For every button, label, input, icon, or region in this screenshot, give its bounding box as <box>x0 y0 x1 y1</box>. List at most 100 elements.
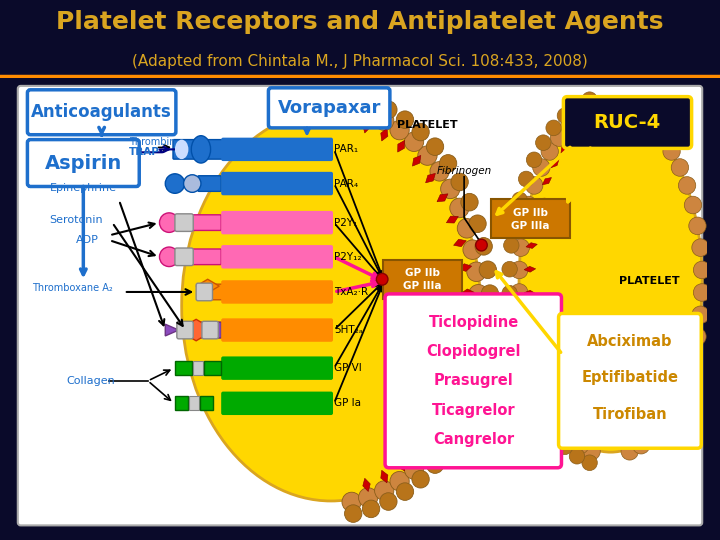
Text: GP IIb: GP IIb <box>513 208 548 218</box>
Circle shape <box>520 196 537 214</box>
Text: PLATELET: PLATELET <box>619 276 680 286</box>
FancyBboxPatch shape <box>221 319 333 342</box>
Text: PAR₁: PAR₁ <box>334 144 358 154</box>
Bar <box>200 396 213 410</box>
Circle shape <box>512 192 527 208</box>
Circle shape <box>583 103 600 120</box>
Circle shape <box>463 352 482 372</box>
Circle shape <box>526 152 541 167</box>
Ellipse shape <box>181 110 480 501</box>
FancyBboxPatch shape <box>27 140 139 186</box>
Polygon shape <box>446 388 459 395</box>
Circle shape <box>412 123 429 141</box>
Ellipse shape <box>192 136 210 163</box>
Text: Thromboxane A₂: Thromboxane A₂ <box>32 283 113 293</box>
Circle shape <box>160 247 179 267</box>
Text: PAR₄: PAR₄ <box>334 179 358 188</box>
Circle shape <box>450 394 469 413</box>
Polygon shape <box>459 264 472 272</box>
Circle shape <box>418 146 437 165</box>
Circle shape <box>451 173 468 191</box>
Circle shape <box>632 436 649 454</box>
FancyBboxPatch shape <box>18 86 702 525</box>
Text: 5HT₂ₐ: 5HT₂ₐ <box>334 325 363 335</box>
Text: Abciximab: Abciximab <box>588 334 672 349</box>
Circle shape <box>684 196 701 214</box>
Polygon shape <box>524 291 536 296</box>
Polygon shape <box>397 140 405 152</box>
Circle shape <box>441 179 460 199</box>
Text: ADP: ADP <box>76 235 99 245</box>
Circle shape <box>502 286 518 301</box>
Circle shape <box>481 285 498 302</box>
Polygon shape <box>363 120 370 133</box>
Text: TxA₂·R: TxA₂·R <box>334 287 368 297</box>
Polygon shape <box>530 220 541 225</box>
Circle shape <box>396 483 414 501</box>
FancyBboxPatch shape <box>196 283 212 301</box>
Text: Fibrinogen: Fibrinogen <box>436 166 492 176</box>
Circle shape <box>582 92 598 107</box>
Polygon shape <box>461 314 474 322</box>
Circle shape <box>692 306 709 323</box>
Ellipse shape <box>519 110 702 452</box>
Circle shape <box>457 373 477 393</box>
FancyBboxPatch shape <box>190 215 221 231</box>
Circle shape <box>405 460 423 480</box>
Text: PLATELET: PLATELET <box>397 120 458 130</box>
Circle shape <box>515 328 533 346</box>
FancyBboxPatch shape <box>173 140 228 159</box>
FancyBboxPatch shape <box>385 294 562 468</box>
Circle shape <box>541 402 559 420</box>
Polygon shape <box>561 144 567 153</box>
Circle shape <box>475 356 492 374</box>
Circle shape <box>526 395 541 410</box>
Text: Prasugrel: Prasugrel <box>434 373 513 388</box>
FancyBboxPatch shape <box>27 90 176 134</box>
Polygon shape <box>413 445 421 456</box>
Polygon shape <box>561 409 567 419</box>
Circle shape <box>550 416 568 434</box>
Text: Epinephrine: Epinephrine <box>50 184 117 193</box>
Circle shape <box>412 470 429 488</box>
Circle shape <box>441 413 460 432</box>
Circle shape <box>430 430 449 450</box>
Polygon shape <box>535 198 545 204</box>
Circle shape <box>379 492 397 510</box>
Bar <box>175 361 192 375</box>
Text: Thrombin: Thrombin <box>129 137 175 146</box>
Circle shape <box>515 217 533 235</box>
Bar <box>189 396 199 410</box>
Circle shape <box>654 129 671 146</box>
Polygon shape <box>535 359 545 364</box>
Circle shape <box>379 101 397 119</box>
FancyBboxPatch shape <box>221 356 333 380</box>
Circle shape <box>572 109 589 126</box>
Circle shape <box>457 219 477 238</box>
Polygon shape <box>583 430 588 441</box>
Polygon shape <box>454 239 467 247</box>
Circle shape <box>469 215 486 233</box>
Circle shape <box>536 412 551 428</box>
FancyBboxPatch shape <box>202 321 218 339</box>
FancyBboxPatch shape <box>221 211 333 234</box>
Circle shape <box>692 239 709 256</box>
Circle shape <box>481 309 498 327</box>
Text: Anticoagulants: Anticoagulants <box>31 103 172 122</box>
Text: Serotonin: Serotonin <box>50 215 103 225</box>
Polygon shape <box>551 395 559 403</box>
Circle shape <box>166 174 184 193</box>
Bar <box>193 361 203 375</box>
Circle shape <box>663 402 680 420</box>
Text: TRAP: TRAP <box>129 147 160 157</box>
Circle shape <box>374 481 394 501</box>
Circle shape <box>469 307 488 327</box>
Circle shape <box>689 328 706 346</box>
Circle shape <box>663 143 680 160</box>
Circle shape <box>671 386 688 404</box>
Circle shape <box>426 138 444 156</box>
Bar <box>175 396 189 410</box>
Polygon shape <box>524 266 536 272</box>
Circle shape <box>644 117 661 135</box>
FancyBboxPatch shape <box>269 88 390 128</box>
